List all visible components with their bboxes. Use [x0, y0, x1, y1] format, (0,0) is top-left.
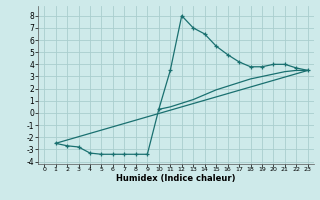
X-axis label: Humidex (Indice chaleur): Humidex (Indice chaleur) — [116, 174, 236, 183]
